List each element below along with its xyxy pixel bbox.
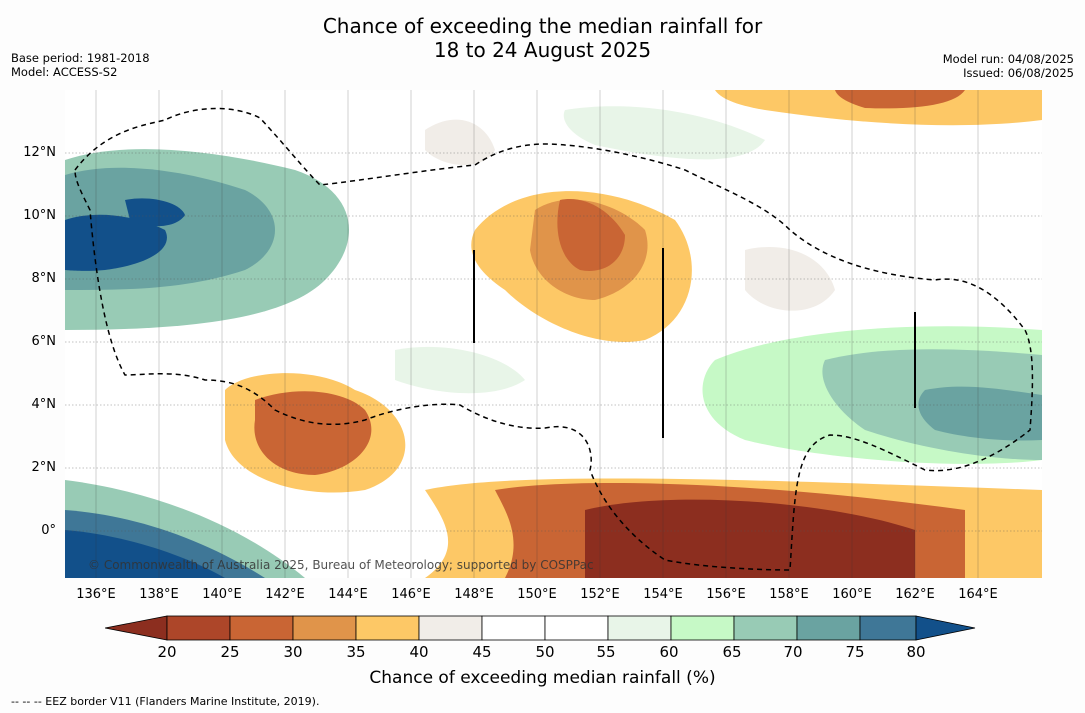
map-canvas [65, 90, 1042, 578]
lat-label-6n: 6°N [31, 334, 57, 349]
region-central-north-dry-core [557, 199, 625, 271]
lat-label-10n: 10°N [23, 208, 56, 223]
colorbar-bin-50-55 [544, 615, 609, 641]
colorbar-tick-20: 20 [157, 643, 177, 661]
lat-label-8n: 8°N [31, 271, 57, 286]
colorbar-arrow-high [915, 615, 976, 641]
lat-label-2n: 2°N [31, 460, 57, 475]
region-green-north [563, 106, 765, 160]
colorbar-tick-75: 75 [845, 643, 865, 661]
region-light-patch-north [425, 119, 495, 165]
colorbar-bin-60-65 [670, 615, 735, 641]
lat-label-12n: 12°N [23, 145, 56, 160]
colorbar-tick-55: 55 [596, 643, 616, 661]
colorbar-bin-70-75 [796, 615, 861, 641]
colorbar-bin-30-35 [292, 615, 357, 641]
lon-label-150e: 150°E [517, 587, 557, 602]
colorbar-tick-80: 80 [906, 643, 926, 661]
colorbar-bin-55-60 [607, 615, 672, 641]
lon-label-136e: 136°E [76, 587, 116, 602]
colorbar-bin-20-25 [166, 615, 231, 641]
colorbar-bin-45-50 [481, 615, 546, 641]
issued-text: Issued: 06/08/2025 [963, 66, 1074, 80]
colorbar-bin-40-45 [418, 615, 483, 641]
region-west-dry-mid [254, 391, 372, 475]
colorbar-label: Chance of exceeding median rainfall (%) [369, 668, 716, 688]
colorbar-tick-45: 45 [472, 643, 492, 661]
title-line-2: 18 to 24 August 2025 [433, 38, 652, 62]
colorbar-tick-70: 70 [783, 643, 803, 661]
rainfall-map [65, 90, 1042, 578]
eez-border [74, 107, 1034, 571]
lon-label-144e: 144°E [328, 587, 368, 602]
model-text: Model: ACCESS-S2 [11, 65, 118, 79]
colorbar-bin-65-70 [733, 615, 798, 641]
colorbar-bin-35-40 [355, 615, 420, 641]
region-northwest-blue [125, 198, 185, 227]
lon-label-156e: 156°E [706, 587, 746, 602]
colorbar [105, 615, 976, 641]
colorbar-tick-60: 60 [659, 643, 679, 661]
meta-right: Model run: 04/08/2025 Issued: 06/08/2025 [943, 52, 1074, 80]
colorbar-tick-40: 40 [409, 643, 429, 661]
lon-label-162e: 162°E [895, 587, 935, 602]
colorbar-bin-25-30 [229, 615, 294, 641]
colorbar-tick-35: 35 [346, 643, 366, 661]
lon-label-160e: 160°E [832, 587, 872, 602]
colorbar-arrow-low [105, 615, 168, 641]
base-period-text: Base period: 1981-2018 [11, 51, 150, 65]
meta-left: Base period: 1981-2018 Model: ACCESS-S2 [11, 51, 150, 79]
lat-label-0: 0° [41, 523, 56, 538]
colorbar-tick-25: 25 [220, 643, 240, 661]
copyright-text: © Commonwealth of Australia 2025, Bureau… [88, 558, 594, 572]
region-east-wet-core [918, 386, 1042, 441]
colorbar-tick-65: 65 [722, 643, 742, 661]
lon-label-164e: 164°E [958, 587, 998, 602]
lon-label-158e: 158°E [769, 587, 809, 602]
lon-label-148e: 148°E [454, 587, 494, 602]
lon-label-140e: 140°E [202, 587, 242, 602]
title-line-1: Chance of exceeding the median rainfall … [322, 14, 763, 38]
colorbar-tick-30: 30 [283, 643, 303, 661]
region-green-west [395, 346, 525, 394]
lon-label-154e: 154°E [643, 587, 683, 602]
lon-label-152e: 152°E [580, 587, 620, 602]
eez-legend-footer: -- -- -- EEZ border V11 (Flanders Marine… [11, 695, 320, 708]
model-run-text: Model run: 04/08/2025 [942, 52, 1074, 66]
region-southwest-wet-core [65, 530, 225, 578]
region-south-dry-core [585, 499, 915, 578]
lon-label-138e: 138°E [139, 587, 179, 602]
lon-label-142e: 142°E [265, 587, 305, 602]
region-northeast-dry-core [835, 90, 965, 109]
region-west-wet-core [65, 214, 167, 271]
lat-label-4n: 4°N [31, 397, 57, 412]
colorbar-tick-50: 50 [535, 643, 555, 661]
colorbar-bin-75-80 [859, 615, 917, 641]
lon-label-146e: 146°E [391, 587, 431, 602]
map-title: Chance of exceeding the median rainfall … [0, 14, 1085, 62]
